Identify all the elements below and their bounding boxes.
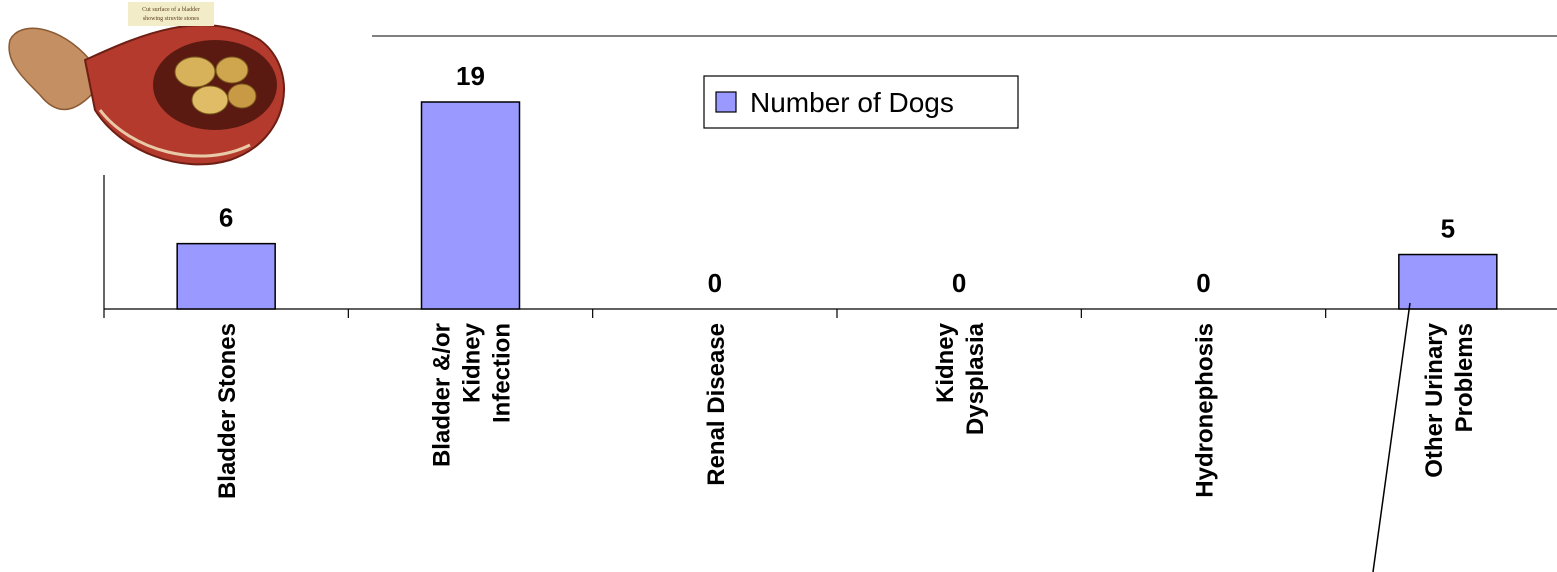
category-label-line: Bladder Stones [214,323,241,499]
category-label-line: Kidney [932,322,959,403]
bladder-illustration: Cut surface of a bladder showing struvit… [8,2,285,166]
value-label-3: 0 [952,268,966,298]
category-label-line: Hydronephosis [1192,323,1219,498]
value-label-1: 19 [456,61,485,91]
category-label-line: Problems [1451,323,1478,432]
bar-1 [420,101,521,310]
illustration-caption-line-1: Cut surface of a bladder [142,6,200,13]
legend-label: Number of Dogs [750,87,954,118]
legend-box [703,75,1019,129]
category-label-4: Hydronephosis [1192,323,1219,498]
category-label-1: Bladder &/or Kidney Infection [429,322,516,467]
legend-swatch [715,91,737,113]
category-label-line: Infection [489,323,516,423]
category-label-5: Other Urinary Problems [1421,322,1478,477]
category-label-line: Renal Disease [703,323,730,486]
bar-0 [176,242,276,310]
value-labels: 6 19 0 0 0 5 [219,61,1455,298]
category-label-line: Kidney [459,322,486,403]
legend: Number of Dogs [703,75,1019,129]
illustration-caption-line-2: showing struvite stones [143,16,200,22]
category-label-line: Bladder &/or [429,323,456,467]
bars [176,101,1498,310]
category-label-2: Renal Disease [703,323,730,486]
category-label-3: Kidney Dysplasia [932,322,989,435]
x-axis-ticks [103,309,1327,318]
value-label-5: 5 [1441,214,1455,244]
category-label-line: Dysplasia [962,322,989,435]
category-label-line: Other Urinary [1421,322,1448,477]
category-labels: Bladder Stones Bladder &/or Kidney Infectio… [214,322,1478,499]
value-label-0: 6 [219,203,233,233]
bar-5 [1398,253,1498,310]
value-label-2: 0 [708,268,722,298]
value-label-4: 0 [1196,268,1210,298]
callout-leader-line [1372,302,1411,572]
category-label-0: Bladder Stones [214,323,241,499]
